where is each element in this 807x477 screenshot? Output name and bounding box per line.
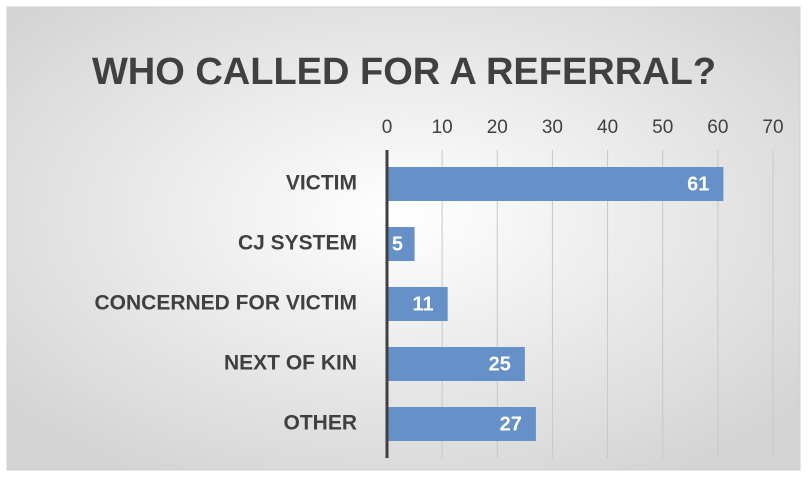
- bar: [387, 287, 448, 321]
- chart-title: WHO CALLED FOR A REFERRAL?: [92, 51, 716, 93]
- x-tick-label: 0: [382, 117, 393, 138]
- x-tick-label: 30: [542, 117, 563, 138]
- x-tick-label: 60: [707, 117, 728, 138]
- data-label: 27: [500, 413, 522, 435]
- x-tick-label: 20: [487, 117, 508, 138]
- data-label: 25: [489, 353, 511, 375]
- y-tick-label: OTHER: [284, 412, 358, 435]
- bar: [387, 407, 536, 441]
- bar: [387, 167, 724, 201]
- x-tick-label: 70: [762, 117, 783, 138]
- x-tick-label: 50: [652, 117, 673, 138]
- bar: [387, 227, 415, 261]
- y-tick-label: CONCERNED FOR VICTIM: [95, 292, 358, 315]
- data-label: 5: [392, 233, 403, 255]
- x-tick-label: 10: [432, 117, 453, 138]
- bar: [387, 347, 525, 381]
- data-label: 11: [413, 293, 434, 315]
- y-tick-label: VICTIM: [286, 172, 357, 195]
- data-label: 61: [687, 173, 709, 195]
- y-tick-label: NEXT OF KIN: [224, 352, 357, 375]
- x-tick-label: 40: [597, 117, 618, 138]
- y-tick-label: CJ SYSTEM: [238, 232, 357, 255]
